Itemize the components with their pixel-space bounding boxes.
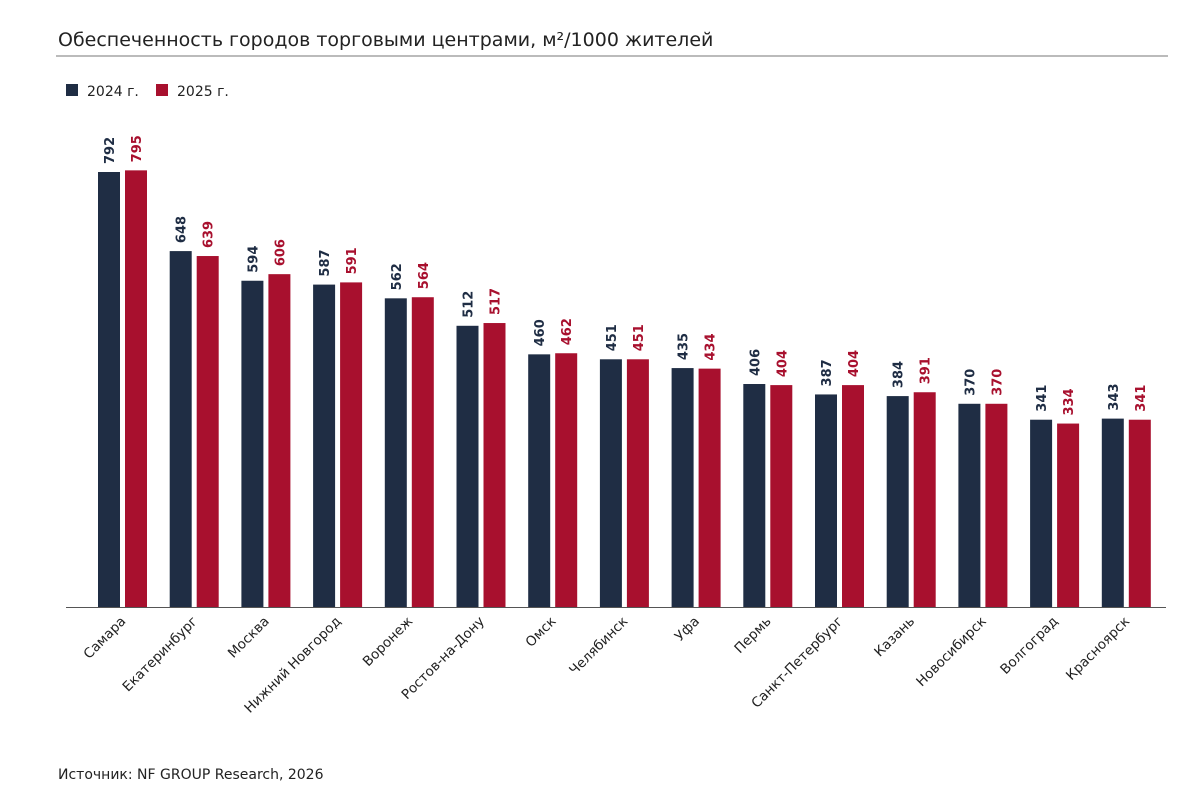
bar-2025 — [770, 385, 793, 607]
bar-group: 594 606 Москва — [225, 239, 291, 661]
bar-group: 384 391 Казань — [871, 357, 936, 660]
data-label: 512 — [462, 291, 477, 318]
bar-2025 — [555, 353, 578, 607]
category-label: Воронеж — [360, 614, 416, 670]
data-label: 594 — [246, 246, 261, 273]
legend-label-2025: 2025 г. — [177, 84, 229, 100]
category-label: Пермь — [731, 613, 774, 656]
bar-2025 — [985, 403, 1008, 607]
data-label: 606 — [273, 239, 288, 266]
data-label: 334 — [1062, 388, 1077, 415]
data-label: 792 — [103, 137, 118, 164]
source-note: Источник: NF GROUP Research, 2026 — [58, 767, 324, 783]
data-label: 435 — [677, 333, 692, 360]
bar-2025 — [842, 385, 864, 607]
category-label: Казань — [871, 613, 918, 660]
bar-2025 — [411, 297, 434, 607]
data-label: 639 — [202, 221, 217, 248]
data-label: 564 — [417, 262, 432, 289]
plot-area: 792 795 Самара 648 639 Екатеринбург 594 606 Моск… — [81, 135, 1151, 716]
bar-group: 341 334 Волгоград — [997, 385, 1080, 678]
data-label: 387 — [820, 359, 835, 386]
data-label: 451 — [605, 324, 620, 351]
bar-2025 — [698, 368, 721, 607]
data-label: 343 — [1107, 383, 1122, 410]
data-label: 434 — [704, 333, 719, 360]
category-label: Екатеринбург — [120, 614, 202, 696]
legend-swatch-2024 — [66, 84, 78, 96]
data-label: 451 — [632, 324, 647, 351]
category-label: Омск — [522, 614, 559, 651]
bar-group: 562 564 Воронеж — [360, 262, 434, 670]
data-label: 591 — [345, 247, 360, 274]
bar-2025 — [125, 170, 147, 607]
bar-2024 — [241, 280, 264, 607]
bar-2024 — [313, 284, 336, 607]
bar-2024 — [528, 354, 551, 607]
legend: 2024 г. 2025 г. — [66, 84, 229, 100]
bar-2024 — [815, 394, 837, 607]
bar-2024 — [456, 325, 479, 607]
data-label: 391 — [919, 357, 934, 384]
legend-label-2024: 2024 г. — [87, 84, 139, 100]
bar-2024 — [98, 172, 120, 607]
data-label: 341 — [1035, 385, 1050, 412]
bar-2024 — [1101, 418, 1124, 607]
category-label: Волгоград — [997, 614, 1061, 678]
bar-2024 — [169, 251, 192, 607]
bar-2024 — [886, 396, 909, 607]
category-label: Челябинск — [566, 614, 631, 679]
bar-group: 792 795 Самара — [81, 135, 147, 662]
bar-group: 435 434 Уфа — [671, 333, 721, 645]
data-label: 562 — [390, 263, 405, 290]
bar-2024 — [743, 384, 766, 607]
bar-2025 — [196, 256, 219, 607]
category-label: Новосибирск — [913, 614, 989, 690]
bar-2024 — [671, 368, 694, 607]
bar-group: 460 462 Омск — [522, 318, 578, 651]
bar-2025 — [626, 359, 649, 607]
data-label: 587 — [318, 249, 333, 276]
bar-2025 — [1057, 423, 1080, 607]
bar-2024 — [384, 298, 407, 607]
bar-2025 — [268, 274, 291, 607]
data-label: 462 — [560, 318, 575, 345]
data-label: 341 — [1134, 385, 1149, 412]
bar-group: 451 451 Челябинск — [566, 324, 649, 678]
bar-2024 — [599, 359, 622, 607]
category-label: Уфа — [672, 614, 703, 645]
bar-2024 — [1030, 419, 1053, 607]
bar-2025 — [913, 392, 936, 607]
bar-2025 — [483, 323, 506, 607]
category-label: Самара — [81, 614, 130, 663]
data-label: 384 — [892, 361, 907, 388]
data-label: 460 — [533, 319, 548, 346]
data-label: 370 — [963, 369, 978, 396]
bar-2024 — [958, 403, 981, 607]
data-label: 406 — [748, 349, 763, 376]
data-label: 370 — [990, 369, 1005, 396]
bar-2025 — [340, 282, 363, 607]
data-label: 517 — [489, 288, 504, 315]
data-label: 404 — [847, 350, 862, 377]
bar-group: 406 404 Пермь — [731, 349, 793, 657]
legend-swatch-2025 — [156, 84, 168, 96]
bar-2025 — [1128, 419, 1151, 607]
category-label: Красноярск — [1063, 614, 1133, 684]
data-label: 795 — [130, 135, 145, 162]
chart-title: Обеспеченность городов торговыми центрам… — [58, 29, 713, 51]
data-label: 404 — [775, 350, 790, 377]
category-label: Москва — [225, 614, 273, 662]
data-label: 648 — [175, 216, 190, 243]
